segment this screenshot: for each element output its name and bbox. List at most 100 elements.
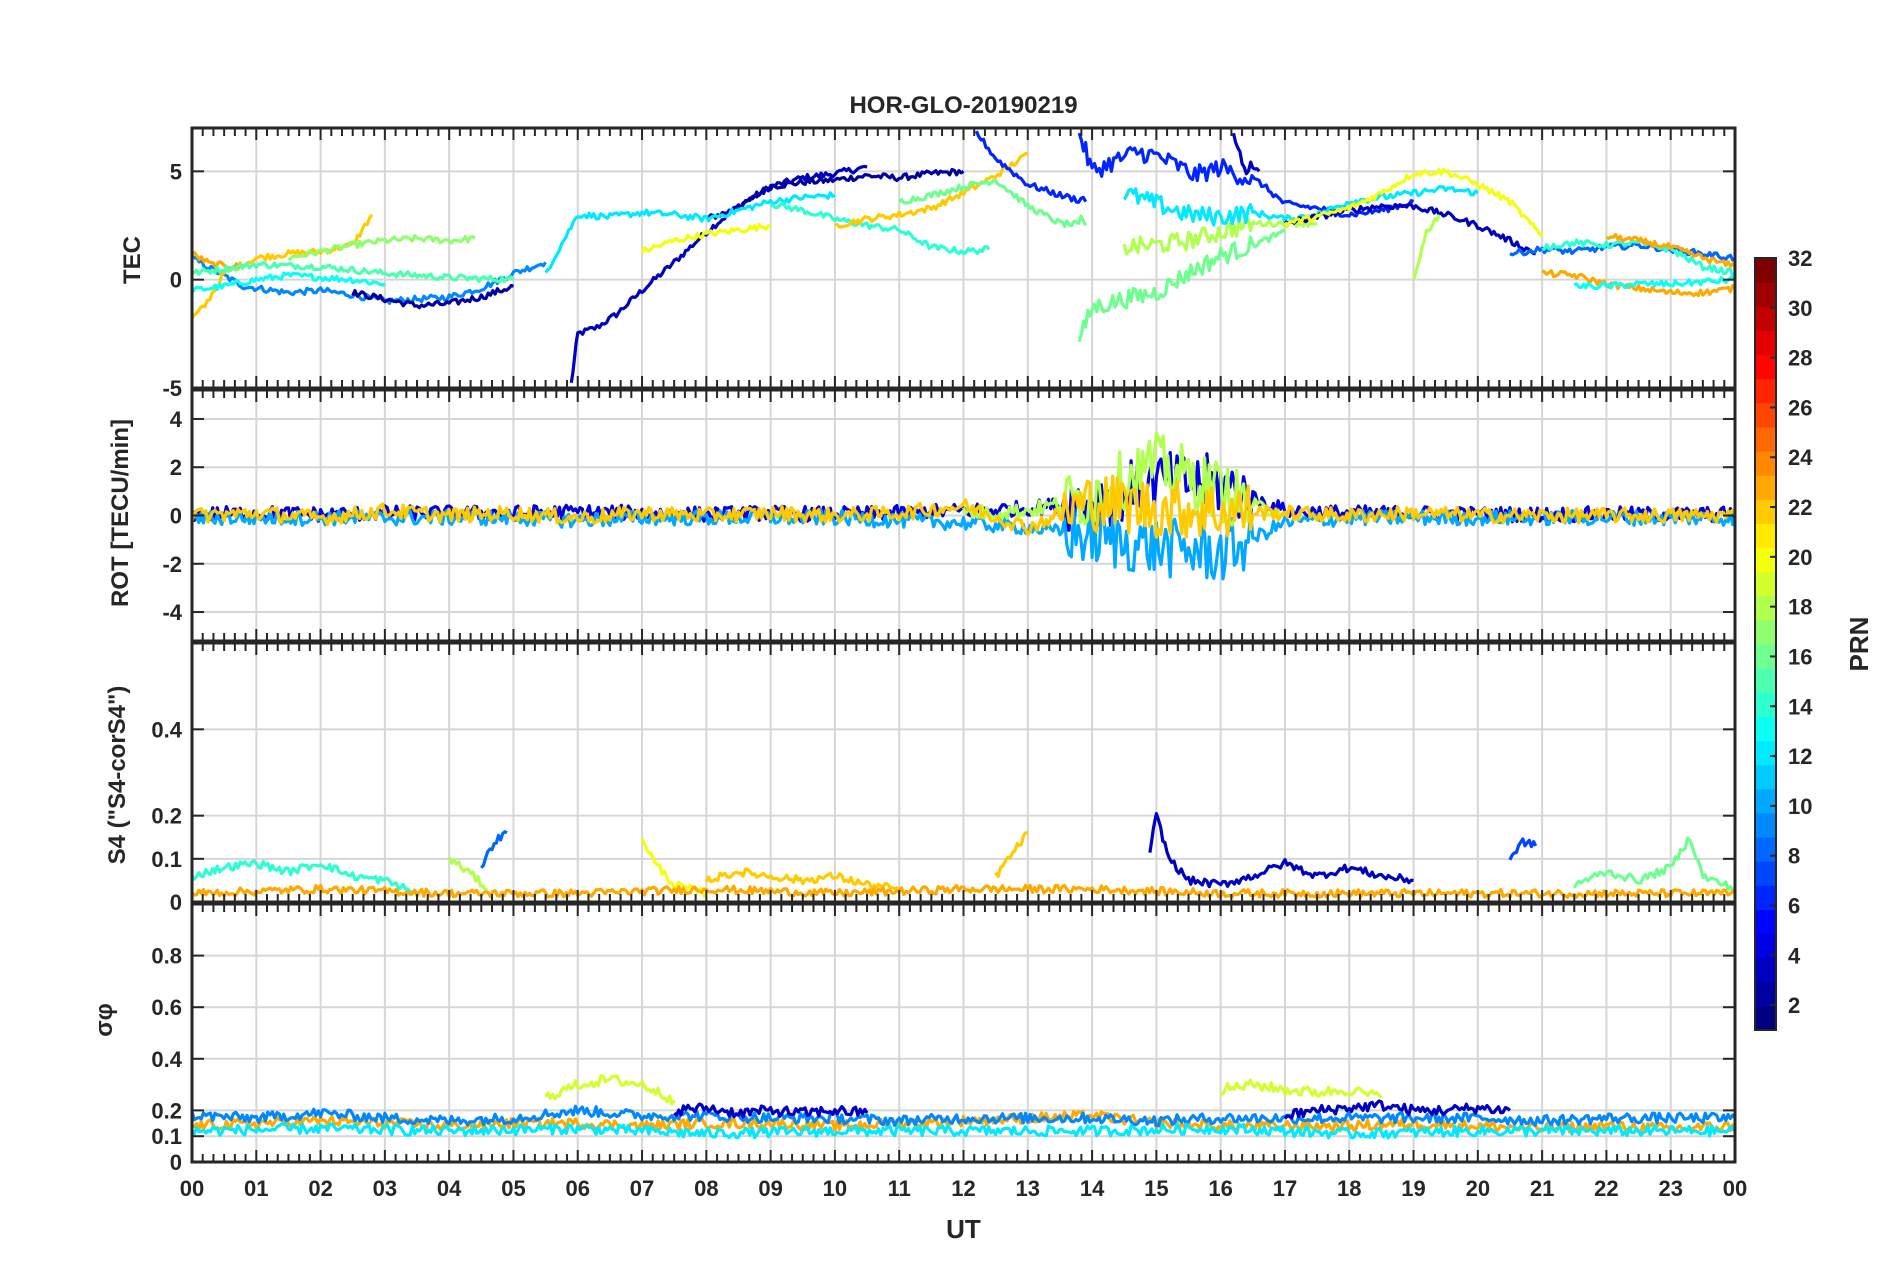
y-tick-label: 0 [170, 268, 182, 293]
panel-rot: -4 -2 0 2 4 ROT [TECU/min] [107, 388, 1737, 643]
colorbar-segment [1755, 330, 1776, 356]
y-tick-label: 0.1 [151, 1124, 182, 1149]
x-tick-label: 17 [1273, 1176, 1297, 1201]
colorbar-segment [1755, 692, 1776, 717]
panel-frame [190, 126, 1737, 390]
colorbar-segment [1755, 306, 1776, 331]
series-line-prn-18 [447, 856, 489, 892]
colorbar-segment [1755, 426, 1776, 452]
y-tick-label: 0.2 [151, 804, 182, 829]
series-line-prn-23 [1605, 233, 1735, 268]
colorbar-tick-label: 10 [1788, 794, 1812, 819]
colorbar-segment [1755, 644, 1776, 669]
y-tick-label: 2 [170, 455, 182, 480]
series-line-prn-23 [192, 251, 245, 270]
colorbar-segment [1755, 523, 1776, 549]
colorbar-segment [1755, 740, 1776, 766]
series-line-prn-16 [897, 179, 1088, 228]
x-tick-label: 14 [1080, 1176, 1105, 1201]
panel-s4: 0 0.1 0.2 0.4 S4 ("S4-corS4") [104, 641, 1737, 915]
x-tick-label: 15 [1144, 1176, 1168, 1201]
colorbar-segment [1755, 378, 1776, 404]
series-line-prn-3 [1231, 132, 1261, 176]
colorbar-segment [1755, 595, 1776, 621]
colorbar-tick-label: 2 [1788, 993, 1800, 1018]
colorbar-segment [1755, 282, 1776, 307]
colorbar-segment [1755, 837, 1776, 862]
series-line-prn-17 [287, 234, 476, 262]
y-tick-label: 0 [170, 1150, 182, 1175]
y-tick-label: 0 [170, 890, 182, 915]
colorbar-label: PRN [1844, 617, 1874, 672]
panel-frame [190, 902, 1737, 1164]
series-group [192, 431, 1735, 581]
series-line-prn-12 [192, 1122, 1735, 1140]
series-group [192, 1074, 1735, 1140]
y-tick-label: 5 [170, 159, 182, 184]
series-line-prn-6 [974, 130, 1088, 204]
y-axis-label: TEC [119, 236, 146, 284]
series-line-prn-23 [1541, 269, 1735, 298]
colorbar-segment [1755, 258, 1776, 283]
x-tick-label: 16 [1208, 1176, 1232, 1201]
series-line-prn-20 [1283, 167, 1544, 238]
panel-frame [190, 388, 1737, 643]
x-tick-label: 20 [1466, 1176, 1490, 1201]
colorbar-tick-label: 14 [1788, 694, 1813, 719]
series-line-prn-19 [1220, 1078, 1383, 1099]
x-tick-label: 11 [888, 1176, 911, 1201]
colorbar-segment [1755, 547, 1776, 573]
colorbar-tick-label: 12 [1788, 744, 1812, 769]
x-tick-label: 00 [1723, 1176, 1747, 1201]
panel-frame [190, 641, 1737, 904]
x-tick-label: 07 [630, 1176, 654, 1201]
colorbar-segment [1755, 812, 1776, 838]
series-line-prn-2 [351, 284, 514, 310]
series-line-prn-15 [192, 261, 515, 284]
x-tick-label: 06 [566, 1176, 590, 1201]
x-axis-label: UT [946, 1214, 981, 1244]
y-tick-label: 0.8 [151, 944, 182, 969]
colorbar-tick-label: 24 [1788, 445, 1813, 470]
series-line-prn-16 [1572, 836, 1735, 892]
series-line-prn-12 [1122, 185, 1479, 227]
y-tick-label: 0.4 [151, 717, 182, 742]
panel-sigma: 00.10.2 0.4 0.6 0.8 σφ [91, 902, 1737, 1175]
colorbar-segment [1755, 861, 1776, 886]
colorbar-segment [1755, 451, 1776, 476]
y-tick-label: 0 [170, 504, 182, 529]
series-line-prn-10 [192, 507, 1735, 581]
y-tick-label: 0.2 [151, 1098, 182, 1123]
x-tick-label: 01 [244, 1176, 268, 1201]
colorbar-segment [1755, 716, 1776, 742]
series-line-prn-3 [1284, 202, 1536, 256]
panel-tec: -5 0 5 TEC [119, 126, 1737, 401]
series-line-prn-9 [192, 254, 547, 305]
colorbar-segment [1755, 1005, 1776, 1031]
colorbar-segment [1755, 475, 1776, 500]
series-line-prn-9 [192, 1104, 1735, 1128]
series-line-prn-7 [1508, 837, 1538, 861]
colorbar-segment [1755, 764, 1776, 790]
colorbar-tick-label: 4 [1788, 943, 1801, 968]
colorbar-segment [1755, 571, 1776, 597]
colorbar-segment [1755, 499, 1776, 524]
colorbar-tick-label: 8 [1788, 844, 1800, 869]
colorbar-frame [1754, 257, 1777, 1031]
colorbar-tick-label: 28 [1788, 346, 1812, 371]
series-line-prn-3 [569, 164, 868, 383]
x-tick-label: 04 [437, 1176, 462, 1201]
series-line-prn-22 [192, 474, 1735, 539]
colorbar-tick-label: 20 [1788, 545, 1812, 570]
x-tick-label: 18 [1337, 1176, 1361, 1201]
series-group [192, 130, 1735, 383]
series-line-prn-22 [704, 867, 900, 891]
series-line-prn-18 [962, 431, 1286, 527]
colorbar-segment [1755, 885, 1776, 910]
x-tick-label: 23 [1658, 1176, 1682, 1201]
colorbar-tick-label: 22 [1788, 495, 1812, 520]
colorbar-tick-label: 16 [1788, 644, 1812, 669]
colorbar-segment [1755, 957, 1776, 983]
